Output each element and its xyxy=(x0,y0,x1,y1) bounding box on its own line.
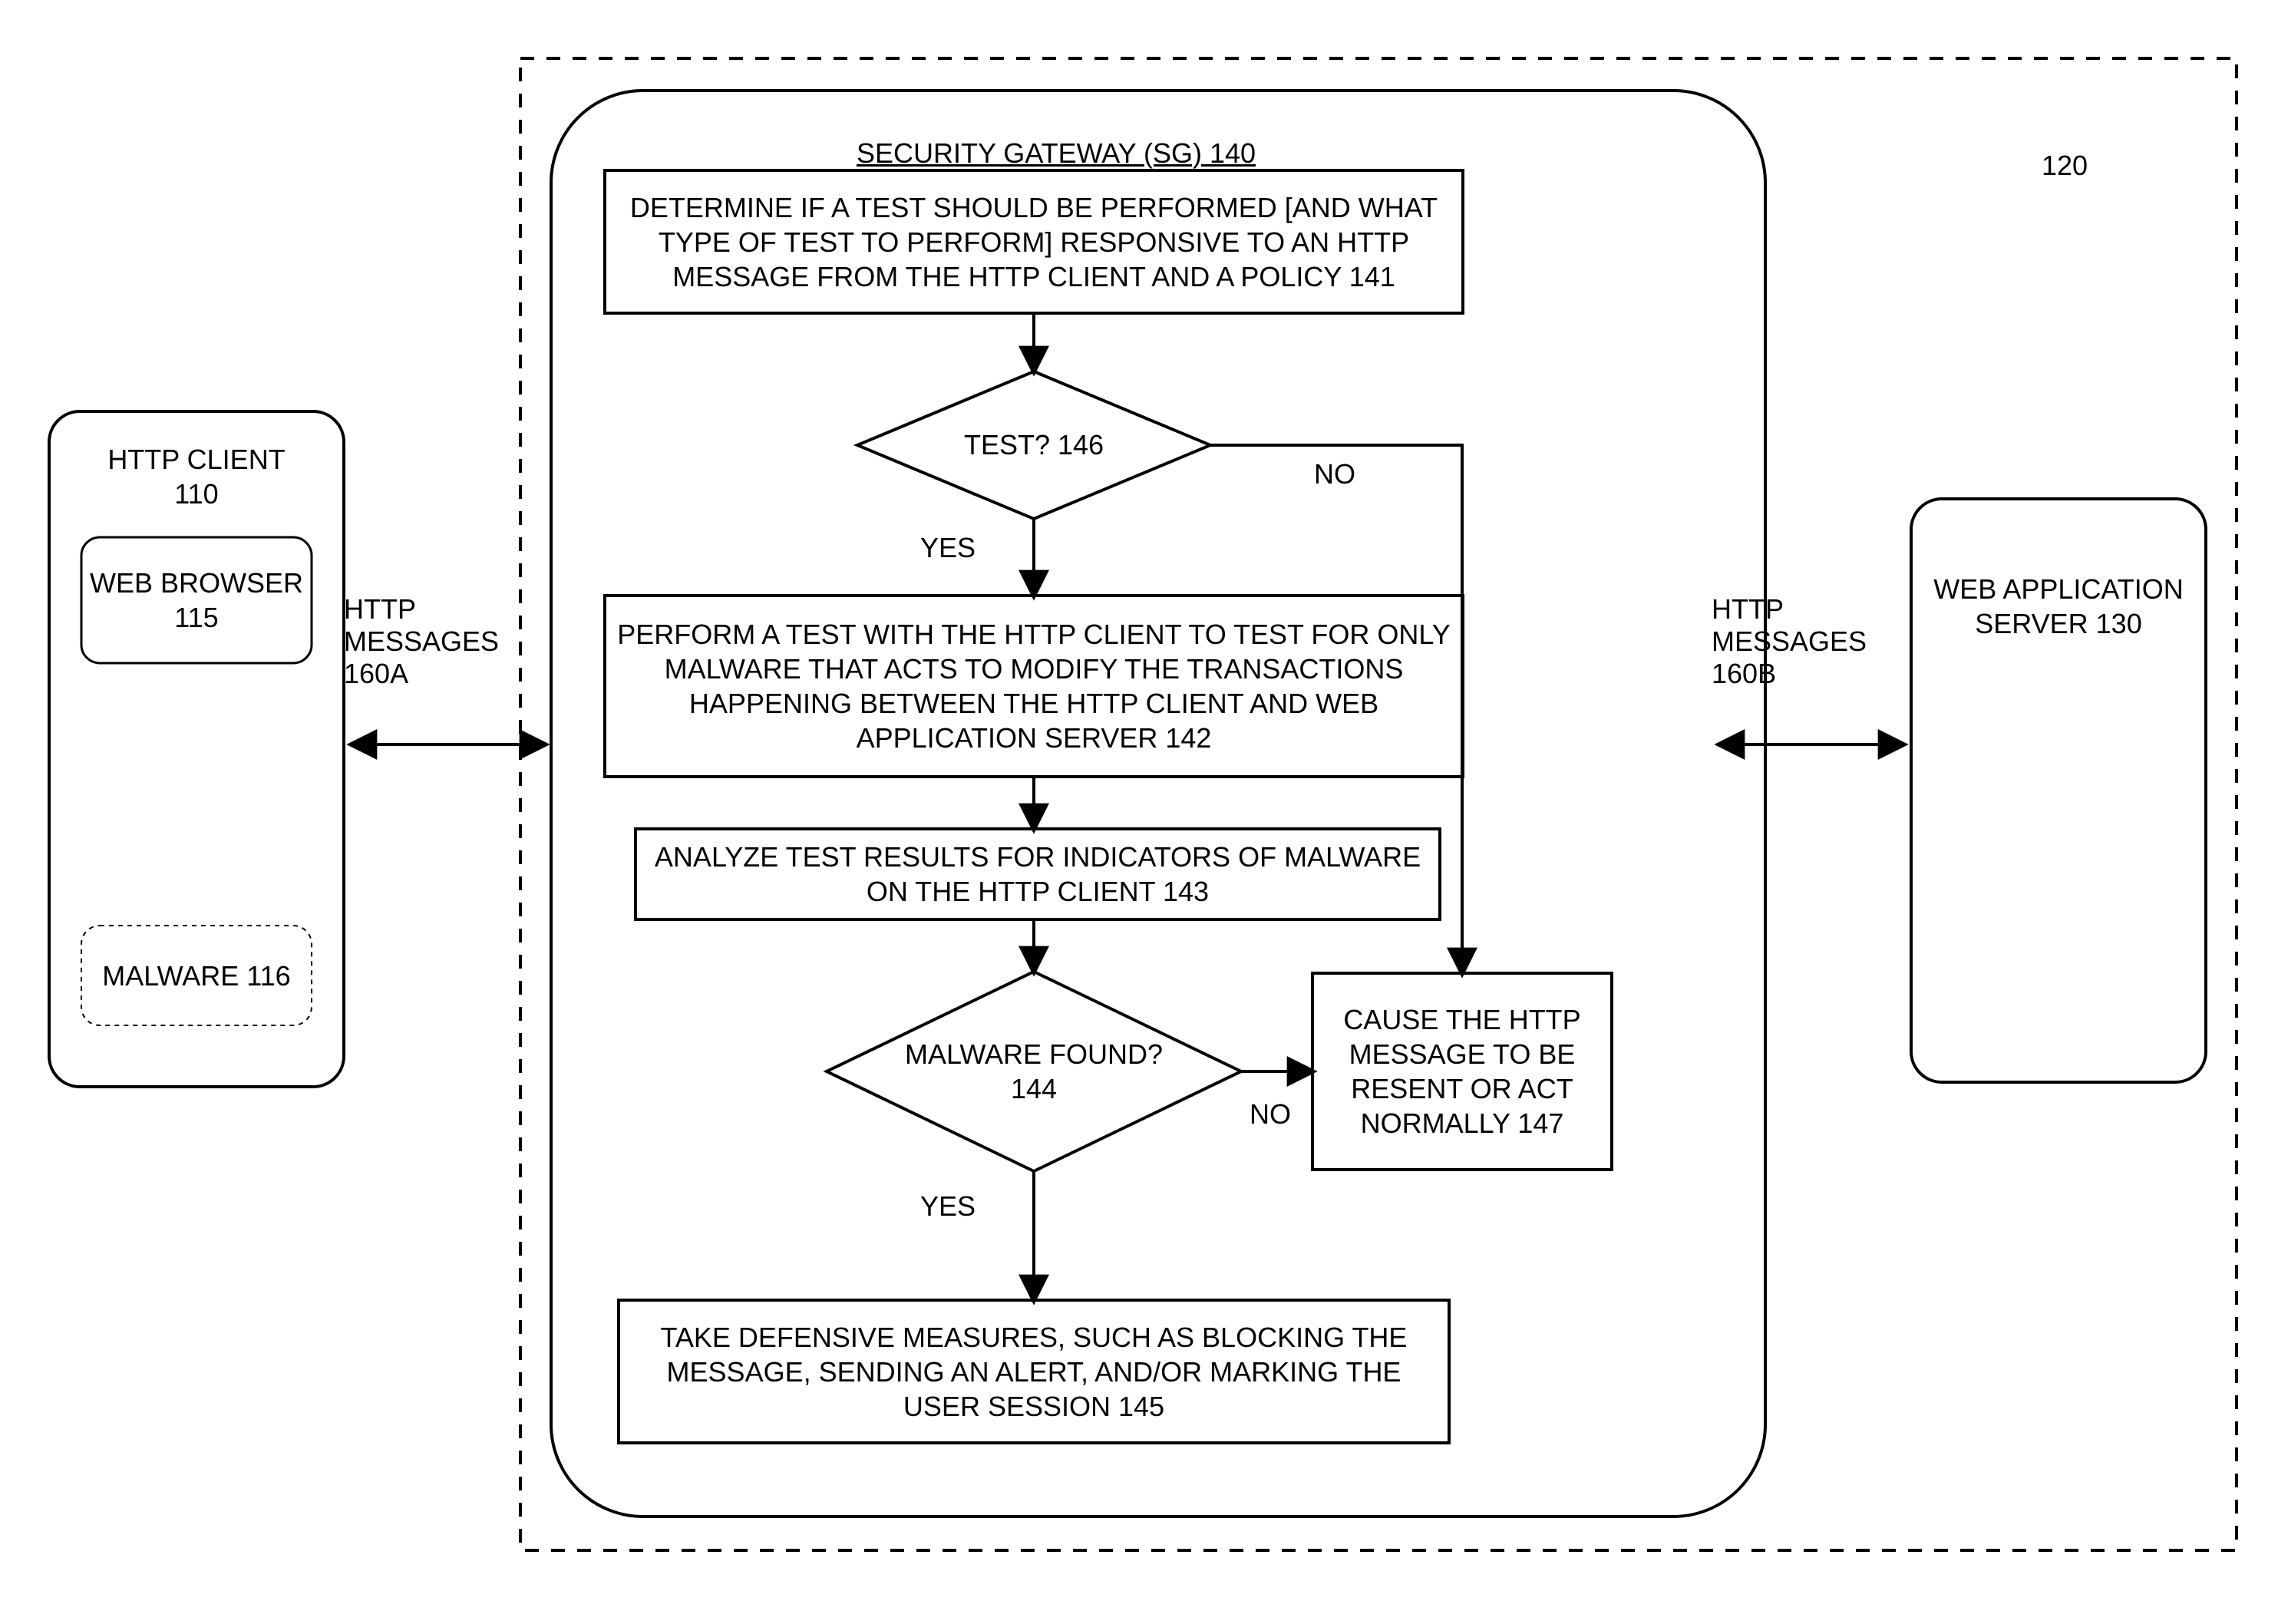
decision-146: TEST? 146 xyxy=(910,394,1157,497)
web-app-server-label: WEB APPLICATION SERVER 130 xyxy=(1926,537,2191,675)
malware-label: MALWARE 116 xyxy=(89,941,304,1010)
box-145: TAKE DEFENSIVE MEASURES, SUCH AS BLOCKIN… xyxy=(628,1305,1440,1438)
http-messages-160b-label: HTTP MESSAGES 160B xyxy=(1712,573,1911,711)
box-147: CAUSE THE HTTP MESSAGE TO BE RESENT OR A… xyxy=(1322,978,1603,1165)
no-144: NO xyxy=(1236,1094,1305,1133)
box-143: ANALYZE TEST RESULTS FOR INDICATORS OF M… xyxy=(645,833,1431,915)
no-146: NO xyxy=(1300,454,1369,493)
web-browser-label: WEB BROWSER 115 xyxy=(89,551,304,649)
yes-144: YES xyxy=(906,1187,990,1225)
http-messages-160a-label: HTTP MESSAGES 160A xyxy=(344,573,543,711)
sg-title: SECURITY GATEWAY (SG) 140 xyxy=(811,135,1302,170)
decision-144: MALWARE FOUND? 144 xyxy=(889,1002,1179,1141)
box-141: DETERMINE IF A TEST SHOULD BE PERFORMED … xyxy=(614,175,1454,309)
box-142: PERFORM A TEST WITH THE HTTP CLIENT TO T… xyxy=(614,600,1454,772)
yes-146: YES xyxy=(906,528,990,566)
http-client-label: HTTP CLIENT 110 xyxy=(61,434,332,519)
ref-120: 120 xyxy=(2019,146,2111,184)
